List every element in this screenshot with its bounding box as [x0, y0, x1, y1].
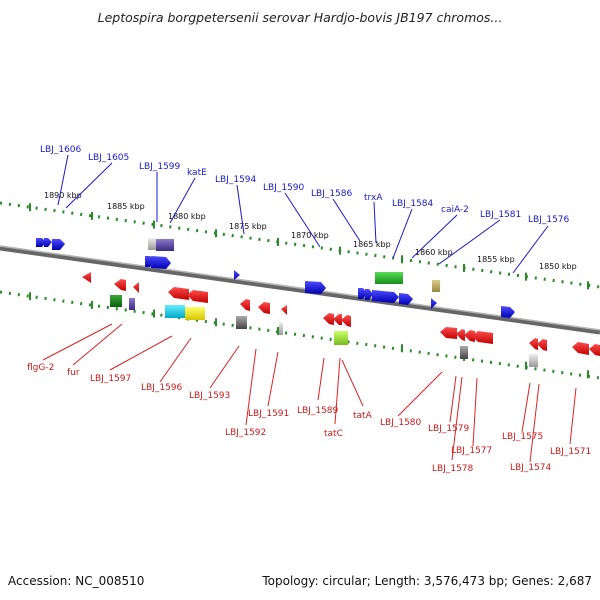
forward-gene-arrow[interactable] [501, 306, 515, 318]
reverse-gene-arrow[interactable] [529, 338, 538, 350]
forward-gene-arrow[interactable] [431, 298, 437, 309]
forward-gene-arrow[interactable] [36, 238, 46, 247]
reverse-gene-box[interactable] [279, 322, 283, 335]
forward-gene-arrow[interactable] [365, 289, 373, 300]
chromosome-backbone [0, 245, 600, 335]
gene-label-lbj-1594[interactable]: LBJ_1594 [215, 175, 257, 185]
gene-label-lbj-1577[interactable]: LBJ_1577 [451, 446, 492, 456]
gene-label-lbj-1575[interactable]: LBJ_1575 [502, 432, 543, 442]
reverse-gene-arrow[interactable] [168, 287, 189, 300]
reverse-gene-box[interactable] [129, 298, 135, 310]
reverse-gene-arrow[interactable] [187, 290, 208, 303]
gene-label-lbj-1593[interactable]: LBJ_1593 [189, 391, 230, 401]
reverse-gene-arrow[interactable] [440, 327, 457, 339]
reverse-gene-arrow[interactable] [114, 279, 126, 291]
gene-label-lbj-1606[interactable]: LBJ_1606 [40, 145, 82, 155]
kbp-label: 1850 kbp [539, 262, 577, 271]
kbp-label: 1885 kbp [107, 202, 145, 211]
reverse-gene-arrow[interactable] [589, 344, 600, 356]
gene-label-tatc[interactable]: tatC [324, 429, 343, 439]
gene-label-lbj-1579[interactable]: LBJ_1579 [428, 424, 470, 434]
gene-label-caia-2[interactable]: caiA-2 [441, 205, 469, 215]
reverse-gene-box[interactable] [334, 331, 348, 345]
reverse-genes [82, 272, 600, 367]
gene-label-fur[interactable]: fur [67, 368, 80, 378]
reverse-gene-arrow[interactable] [281, 305, 287, 315]
reverse-gene-arrow[interactable] [464, 330, 475, 342]
forward-gene-arrow[interactable] [305, 281, 326, 294]
gene-label-flgg-2[interactable]: flgG-2 [27, 363, 54, 373]
gene-label-lbj-1580[interactable]: LBJ_1580 [380, 418, 422, 428]
kbp-label: 1855 kbp [477, 255, 515, 264]
gene-label-lbj-1596[interactable]: LBJ_1596 [141, 383, 183, 393]
forward-gene-labels: LBJ_1606 LBJ_1605 LBJ_1599 katE LBJ_1594… [40, 145, 570, 225]
forward-gene-arrow[interactable] [44, 238, 52, 247]
gene-label-kate[interactable]: katE [187, 168, 207, 178]
forward-leader-lines [57, 154, 549, 274]
forward-gene-arrow[interactable] [234, 270, 240, 280]
gene-label-lbj-1576[interactable]: LBJ_1576 [528, 215, 570, 225]
scale-track-lower [0, 290, 600, 380]
gene-label-lbj-1597[interactable]: LBJ_1597 [90, 374, 131, 384]
gene-label-tata[interactable]: tatA [353, 411, 373, 421]
reverse-gene-arrow[interactable] [82, 272, 91, 283]
scale-track-upper [0, 201, 600, 289]
reverse-gene-box[interactable] [529, 354, 538, 367]
reverse-gene-arrow[interactable] [472, 331, 493, 344]
gene-label-lbj-1578[interactable]: LBJ_1578 [432, 464, 474, 474]
map-title: Leptospira borgpetersenii serovar Hardjo… [97, 10, 503, 25]
gene-label-lbj-1592[interactable]: LBJ_1592 [225, 428, 266, 438]
accession-label: Accession: NC_008510 [8, 574, 145, 588]
reverse-gene-box[interactable] [185, 307, 205, 320]
chromosome-backbone-highlight [0, 245, 600, 331]
forward-gene-arrow[interactable] [151, 256, 171, 269]
gene-label-lbj-1581[interactable]: LBJ_1581 [480, 210, 521, 220]
forward-gene-box[interactable] [156, 239, 174, 251]
gene-label-lbj-1574[interactable]: LBJ_1574 [510, 463, 552, 473]
forward-gene-arrow[interactable] [399, 293, 413, 305]
gene-label-trxa[interactable]: trxA [364, 193, 383, 203]
scale-labels: 1890 kbp 1885 kbp 1880 kbp 1875 kbp 1870… [44, 191, 577, 271]
forward-gene-box[interactable] [375, 272, 403, 284]
gene-label-lbj-1584[interactable]: LBJ_1584 [392, 199, 434, 209]
reverse-gene-arrow[interactable] [456, 329, 465, 341]
forward-gene-box[interactable] [432, 280, 440, 292]
reverse-gene-labels: flgG-2 fur LBJ_1597 LBJ_1596 LBJ_1593 LB… [27, 363, 591, 474]
gene-label-lbj-1605[interactable]: LBJ_1605 [88, 153, 129, 163]
forward-gene-arrow[interactable] [358, 288, 367, 299]
reverse-leader-lines [42, 323, 577, 463]
forward-gene-arrow[interactable] [52, 239, 65, 250]
kbp-label: 1865 kbp [353, 240, 391, 249]
kbp-label: 1860 kbp [415, 248, 453, 257]
kbp-label: 1870 kbp [291, 231, 329, 240]
gene-label-lbj-1589[interactable]: LBJ_1589 [297, 406, 339, 416]
gene-label-lbj-1571[interactable]: LBJ_1571 [550, 447, 591, 457]
reverse-gene-box[interactable] [165, 305, 185, 318]
reverse-gene-box[interactable] [460, 346, 468, 359]
kbp-label: 1880 kbp [168, 212, 206, 221]
reverse-gene-arrow[interactable] [572, 342, 589, 355]
reverse-gene-arrow[interactable] [537, 339, 547, 351]
reverse-gene-arrow[interactable] [341, 315, 351, 327]
gene-label-lbj-1591[interactable]: LBJ_1591 [248, 409, 289, 419]
reverse-gene-box[interactable] [236, 316, 247, 329]
kbp-label: 1875 kbp [229, 222, 267, 231]
forward-genes [36, 238, 515, 318]
kbp-label: 1890 kbp [44, 191, 82, 200]
reverse-gene-arrow[interactable] [133, 282, 139, 293]
reverse-gene-arrow[interactable] [323, 313, 334, 325]
topology-label: Topology: circular; Length: 3,576,473 bp… [262, 574, 592, 588]
gene-label-lbj-1586[interactable]: LBJ_1586 [311, 189, 353, 199]
gene-label-lbj-1599[interactable]: LBJ_1599 [139, 162, 181, 172]
forward-gene-box[interactable] [148, 238, 156, 250]
reverse-gene-arrow[interactable] [240, 299, 250, 311]
forward-gene-arrow[interactable] [372, 290, 399, 303]
reverse-gene-arrow[interactable] [258, 302, 270, 314]
reverse-gene-arrow[interactable] [333, 314, 342, 325]
gene-label-lbj-1590[interactable]: LBJ_1590 [263, 183, 305, 193]
reverse-gene-box[interactable] [110, 295, 122, 307]
